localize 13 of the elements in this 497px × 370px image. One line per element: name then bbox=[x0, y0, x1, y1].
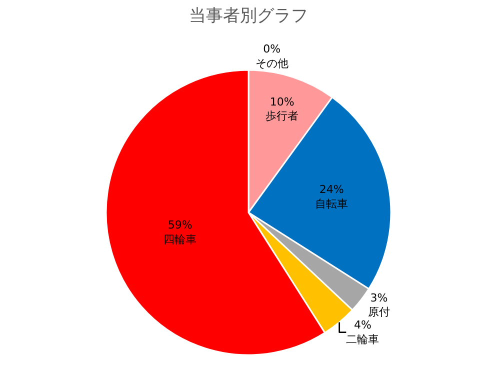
data-label: 59% bbox=[168, 218, 192, 232]
chart-title: 当事者別グラフ bbox=[189, 6, 308, 26]
slice-label: 原付 bbox=[368, 306, 390, 319]
slice-label: 四輪車 bbox=[164, 233, 197, 246]
data-label: 3% bbox=[370, 291, 388, 304]
data-label: 10% bbox=[270, 95, 294, 108]
slice-label: 自転車 bbox=[315, 197, 348, 210]
data-label: 4% bbox=[354, 318, 372, 332]
text: 0% bbox=[263, 42, 281, 56]
category-label: その他 bbox=[255, 57, 288, 70]
slice-label: 歩行者 bbox=[266, 110, 299, 123]
slice-label: 二輪車 bbox=[346, 332, 380, 346]
data-label: 24% bbox=[319, 183, 344, 196]
